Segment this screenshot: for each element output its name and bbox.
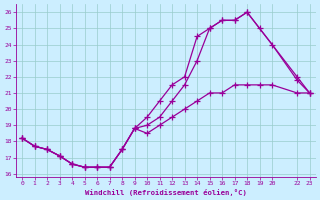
X-axis label: Windchill (Refroidissement éolien,°C): Windchill (Refroidissement éolien,°C) — [85, 189, 247, 196]
